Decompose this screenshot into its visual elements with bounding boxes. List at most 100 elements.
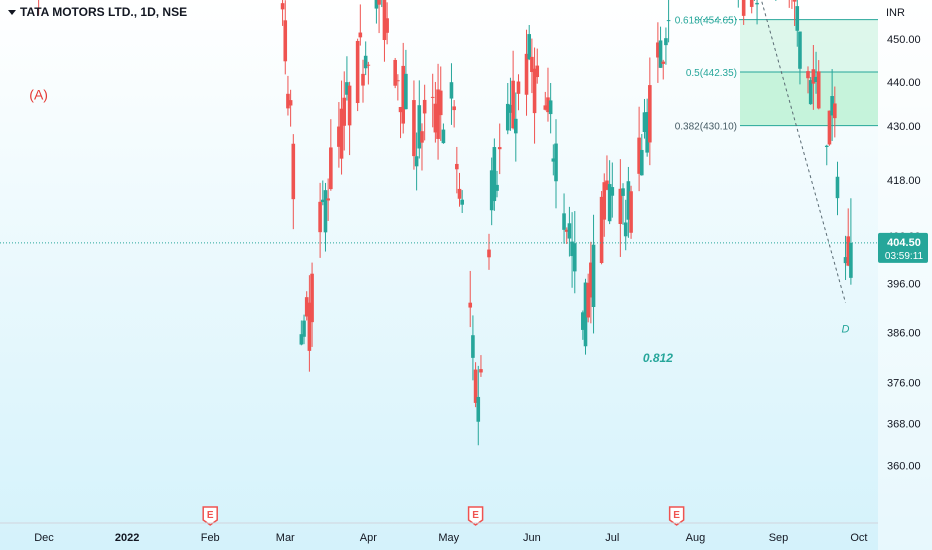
- candle: [530, 38, 534, 94]
- candle-body: [645, 112, 649, 153]
- candle-body: [471, 335, 475, 358]
- candle: [414, 132, 419, 191]
- time-tick-label: Oct: [850, 532, 867, 544]
- candle-body: [548, 100, 553, 115]
- bar-countdown: 03:59:11: [885, 251, 924, 262]
- time-tick-label: Sep: [769, 532, 789, 544]
- candle-body: [476, 396, 481, 422]
- candle-body: [849, 242, 853, 278]
- candle-body: [438, 90, 443, 116]
- candle: [661, 59, 666, 80]
- last-price-tag-bg: [878, 232, 928, 263]
- candle: [438, 66, 443, 141]
- candle: [792, 0, 797, 27]
- candle: [749, 0, 754, 14]
- candle: [524, 29, 529, 116]
- candle: [511, 50, 515, 130]
- candle: [586, 273, 590, 323]
- candle-body: [664, 38, 668, 46]
- time-tick-label: May: [438, 532, 459, 544]
- candle: [656, 22, 660, 83]
- candle: [323, 182, 328, 252]
- candle-body: [414, 156, 419, 167]
- chart-title[interactable]: TATA MOTORS LTD., 1D, NSE: [8, 5, 187, 19]
- candle-body: [505, 103, 510, 131]
- candle-body: [591, 244, 596, 307]
- candle: [280, 0, 285, 26]
- candle-body: [637, 137, 641, 174]
- candle-body: [374, 0, 379, 9]
- candle: [570, 212, 574, 288]
- candle: [567, 206, 572, 257]
- candle: [798, 31, 802, 85]
- candle-body: [755, 2, 759, 5]
- candle-body: [639, 149, 644, 176]
- candle-body: [417, 105, 422, 149]
- candle: [455, 146, 459, 194]
- candles: [38, 0, 853, 446]
- candle: [398, 106, 403, 139]
- candle-body: [846, 236, 851, 266]
- candle: [637, 106, 641, 192]
- time-tick-label: Jun: [523, 532, 541, 544]
- candle: [489, 157, 494, 226]
- candle-body: [299, 334, 304, 345]
- candle: [664, 27, 668, 65]
- time-axis: Dec 2022 Feb Mar Apr May Jun Jul Aug Sep Oct: [0, 522, 878, 544]
- candle: [623, 199, 628, 251]
- candle-body: [572, 243, 577, 272]
- candle-body: [546, 97, 550, 113]
- candle-body: [605, 180, 609, 190]
- candle-body: [404, 73, 408, 110]
- fib-band-upper: [740, 19, 878, 72]
- candle: [497, 123, 502, 175]
- candle-body: [489, 170, 494, 211]
- wave-label: D: [842, 323, 850, 335]
- candle: [326, 178, 330, 221]
- candle-body: [422, 99, 427, 114]
- candle-body: [436, 89, 440, 139]
- candle: [564, 227, 569, 245]
- candle-body: [516, 81, 521, 94]
- collapse-arrow-icon[interactable]: [8, 10, 16, 16]
- time-tick-label: Apr: [360, 532, 377, 544]
- candle-body: [562, 213, 566, 230]
- candle: [666, 0, 671, 43]
- candle-body: [621, 188, 625, 196]
- candle-body: [581, 312, 585, 330]
- candle-body: [479, 369, 483, 373]
- candle: [345, 56, 349, 101]
- candle: [377, 0, 381, 34]
- candle-body: [648, 85, 652, 143]
- candle: [849, 198, 853, 285]
- candle-body: [492, 147, 497, 202]
- earnings-marker-label: E: [207, 510, 214, 521]
- candle: [452, 100, 456, 128]
- candle: [329, 119, 333, 191]
- candle: [449, 63, 454, 125]
- candle: [846, 208, 851, 267]
- candle: [811, 45, 816, 110]
- candle: [460, 190, 464, 213]
- candle-body: [291, 143, 296, 200]
- earnings-marker-label: E: [472, 510, 479, 521]
- candle: [554, 119, 558, 209]
- candle-body: [814, 76, 818, 82]
- price-tick-label: 430.00: [887, 121, 921, 133]
- candle: [658, 26, 663, 68]
- candle: [286, 75, 290, 116]
- candle-body: [792, 0, 797, 2]
- candle-body: [468, 302, 473, 308]
- price-tick-label: 396.00: [887, 278, 921, 290]
- candle: [492, 138, 497, 211]
- candle: [404, 49, 408, 110]
- candle: [581, 310, 585, 340]
- candle-body: [816, 71, 821, 109]
- candle-body: [323, 190, 328, 233]
- candle-body: [602, 182, 607, 220]
- candle: [374, 0, 379, 24]
- candle: [605, 155, 609, 191]
- candle: [291, 134, 296, 230]
- candle-body: [508, 104, 513, 113]
